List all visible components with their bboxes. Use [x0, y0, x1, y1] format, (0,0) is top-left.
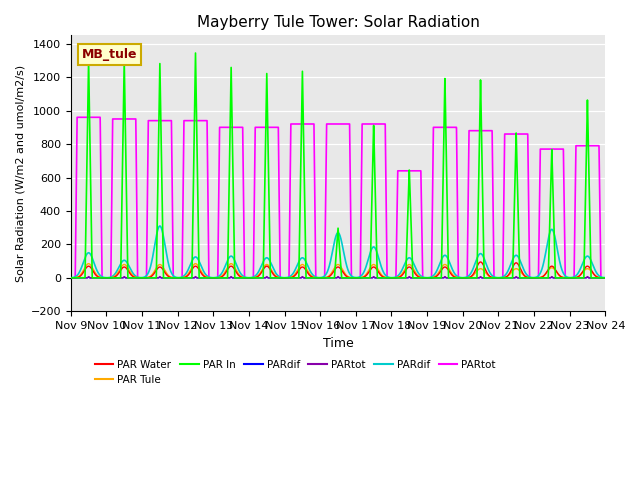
Title: Mayberry Tule Tower: Solar Radiation: Mayberry Tule Tower: Solar Radiation [196, 15, 479, 30]
Text: MB_tule: MB_tule [81, 48, 137, 61]
Y-axis label: Solar Radiation (W/m2 and umol/m2/s): Solar Radiation (W/m2 and umol/m2/s) [15, 65, 25, 282]
Legend: PAR Water, PAR Tule, PAR In, PARdif, PARtot, PARdif, PARtot: PAR Water, PAR Tule, PAR In, PARdif, PAR… [90, 355, 500, 389]
X-axis label: Time: Time [323, 336, 353, 349]
